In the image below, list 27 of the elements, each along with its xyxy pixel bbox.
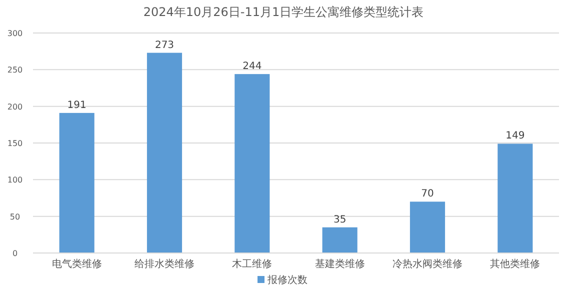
y-tick-label: 100 xyxy=(7,176,23,185)
data-label: 35 xyxy=(333,214,346,226)
y-tick-label: 50 xyxy=(10,212,20,222)
data-label: 149 xyxy=(506,130,525,142)
x-tick-label: 电气类维修 xyxy=(52,258,102,270)
data-label: 244 xyxy=(242,61,262,72)
bar xyxy=(59,112,94,253)
y-tick-label: 150 xyxy=(7,139,23,148)
bar xyxy=(146,52,182,253)
data-label: 273 xyxy=(154,40,174,51)
bar xyxy=(498,144,533,253)
data-label: 191 xyxy=(67,100,86,111)
x-tick-label: 其他类维修 xyxy=(490,258,540,270)
legend-label: 报修次数 xyxy=(266,274,308,286)
x-tick-label: 木工维修 xyxy=(232,258,272,270)
y-tick-label: 0 xyxy=(12,249,18,258)
data-label: 70 xyxy=(421,188,434,200)
y-tick-label: 300 xyxy=(7,29,23,38)
y-tick-label: 200 xyxy=(7,102,23,112)
bar xyxy=(234,74,270,253)
x-tick-label: 给排水类维修 xyxy=(134,258,194,270)
x-tick-label: 基建类维修 xyxy=(314,258,365,270)
bar xyxy=(410,202,446,253)
x-tick-label: 冷热水阀类维修 xyxy=(392,258,462,270)
bar xyxy=(322,227,358,253)
chart-title: 2024年10月26日-11月1日学生公寓维修类型统计表 xyxy=(143,5,424,19)
y-tick-label: 250 xyxy=(7,66,23,75)
